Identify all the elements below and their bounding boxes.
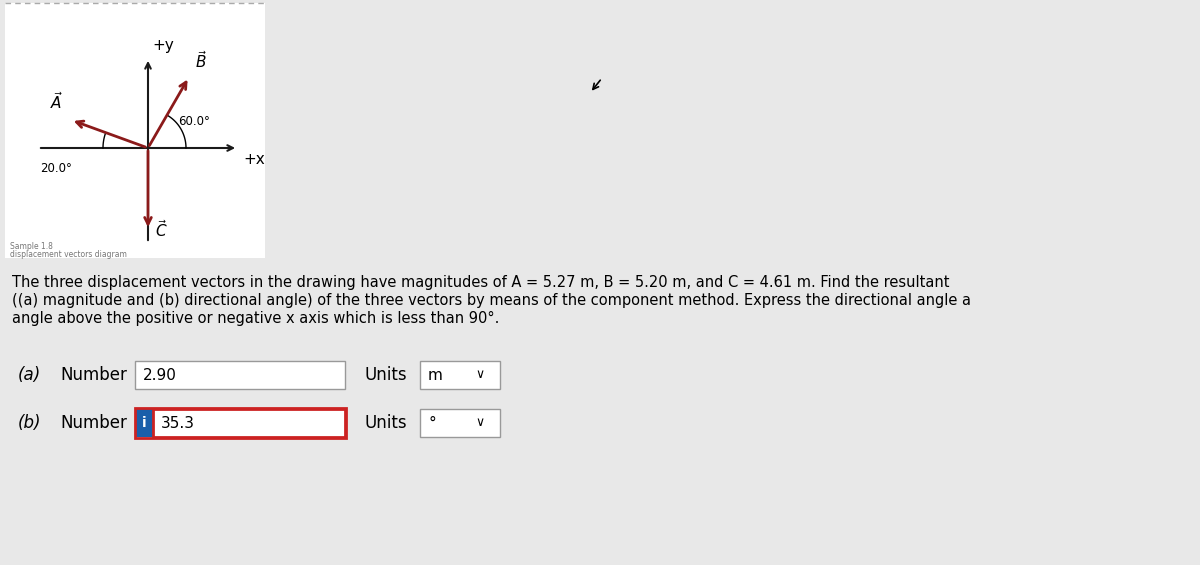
Bar [420,409,500,437]
Text: 60.0°: 60.0° [178,115,210,128]
Bar [420,361,500,389]
Text: $\vec{A}$: $\vec{A}$ [49,91,62,112]
Text: +x: +x [242,152,265,167]
Text: The three displacement vectors in the drawing have magnitudes of A = 5.27 m, B =: The three displacement vectors in the dr… [12,275,949,290]
Text: +y: +y [152,38,174,53]
Text: 2.90: 2.90 [143,367,176,383]
Text: $\vec{B}$: $\vec{B}$ [194,50,208,71]
Text: ∨: ∨ [475,416,484,429]
Text: Units: Units [365,414,408,432]
Text: °: ° [428,415,436,431]
Text: 35.3: 35.3 [161,415,194,431]
Text: i: i [142,416,146,430]
Text: Units: Units [365,366,408,384]
Bar [154,409,346,437]
Text: Number: Number [60,414,127,432]
Text: ∨: ∨ [475,368,484,381]
Text: ((a) magnitude and (b) directional angle) of the three vectors by means of the c: ((a) magnitude and (b) directional angle… [12,293,971,308]
Bar [5,3,265,15]
Text: Number: Number [60,366,127,384]
Bar [134,408,346,438]
Text: (b): (b) [18,414,42,432]
Bar [134,409,154,437]
Text: Sample 1.8: Sample 1.8 [10,242,53,251]
Bar [134,361,346,389]
Text: angle above the positive or negative x axis which is less than 90°.: angle above the positive or negative x a… [12,311,499,326]
Text: 20.0°: 20.0° [40,162,72,175]
FancyBboxPatch shape [5,3,265,258]
Text: m: m [428,367,443,383]
Text: displacement vectors diagram: displacement vectors diagram [10,250,127,259]
Text: $\vec{C}$: $\vec{C}$ [155,220,168,241]
Text: (a): (a) [18,366,41,384]
